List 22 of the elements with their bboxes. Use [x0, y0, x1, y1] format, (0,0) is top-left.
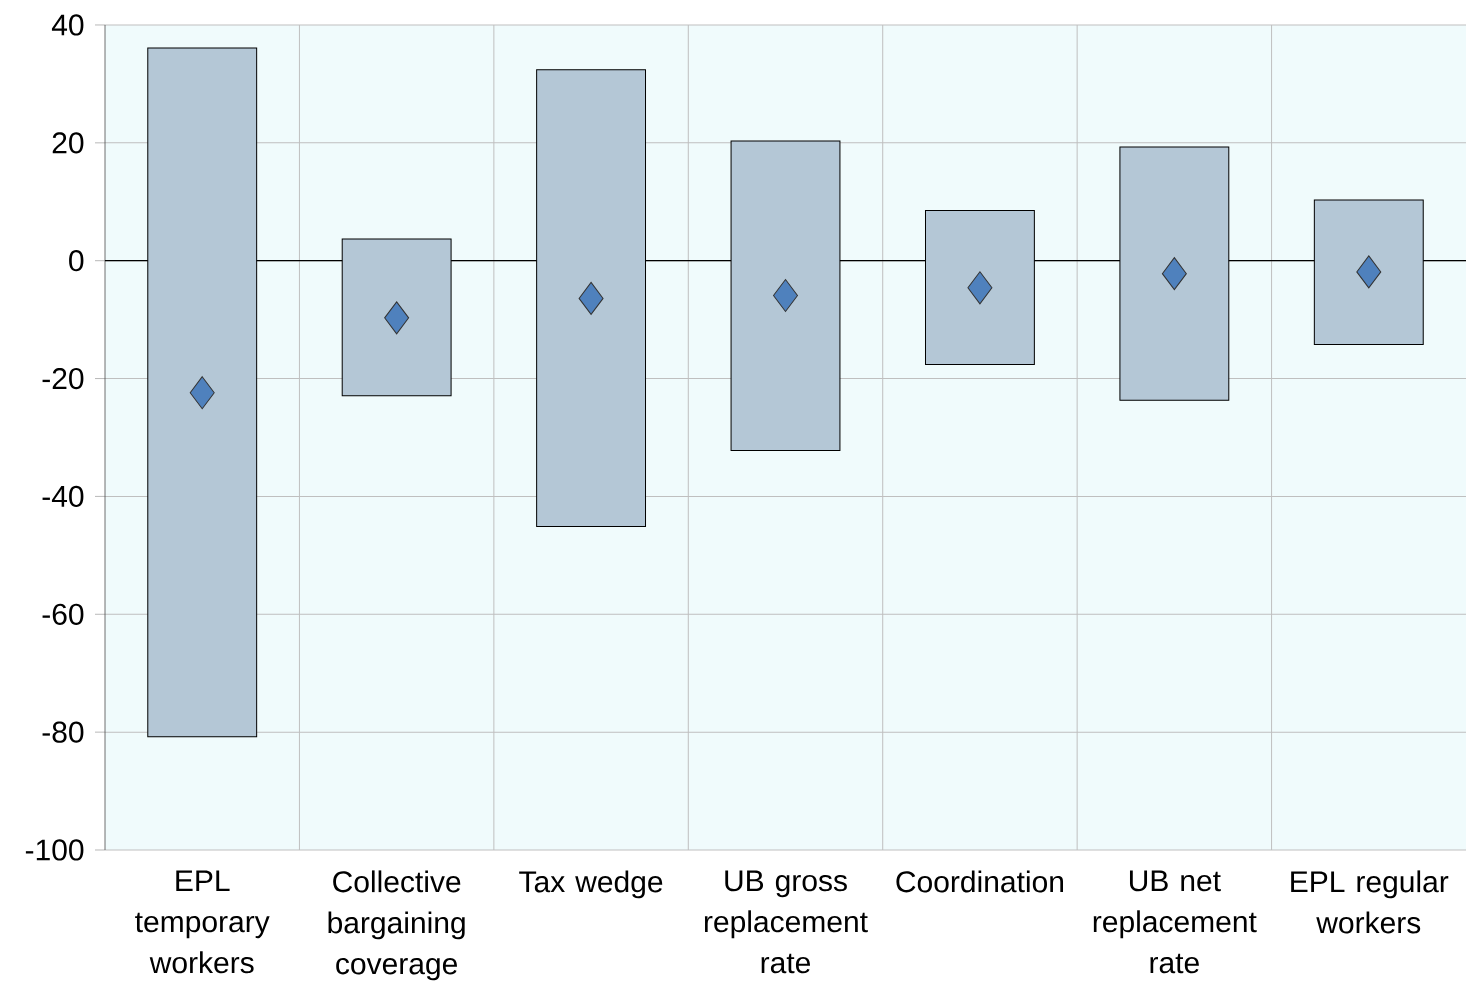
x-tick-label: EPL regular workers: [1291, 870, 1449, 934]
point: [1356, 255, 1382, 289]
x-tick-label: Tax wedge: [519, 870, 663, 899]
y-tick-label: 20: [52, 132, 84, 154]
y-tick-label: -40: [42, 485, 84, 508]
y-tick-label: 40: [51, 14, 84, 36]
point: [773, 278, 798, 312]
x-tick-label: Coordination: [896, 870, 1063, 893]
x-tick-label: UB gross replacement rate: [704, 870, 868, 974]
x-tick-label: Collective bargaining coverage: [328, 870, 465, 981]
x-tick-label: EPL temporary workers: [135, 870, 270, 974]
y-tick-label: -80: [42, 721, 84, 743]
y-tick-label: -60: [42, 603, 84, 625]
y-tick-label: 0: [69, 250, 84, 272]
y-tick-label: -20: [42, 367, 84, 390]
point: [384, 301, 410, 335]
point: [967, 271, 993, 305]
x-tick-label: UB net replacement rate: [1093, 870, 1257, 974]
point: [189, 376, 215, 410]
point: [578, 281, 604, 315]
y-tick-label: -100: [25, 839, 84, 861]
point: [1161, 257, 1187, 291]
